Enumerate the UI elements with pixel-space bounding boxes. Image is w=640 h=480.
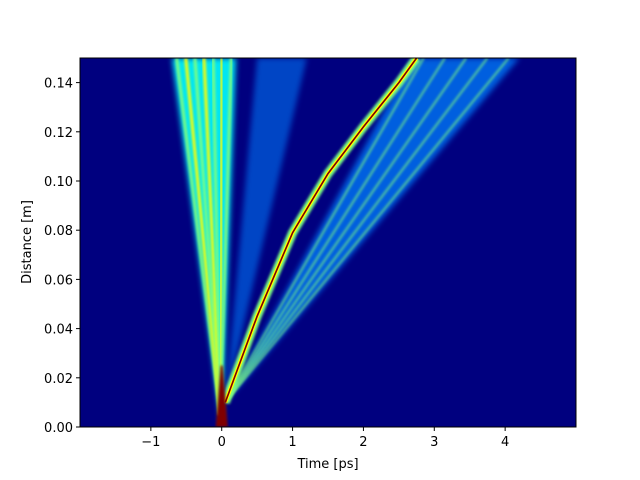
heatmap-layer bbox=[172, 58, 520, 427]
x-tick-label: 0 bbox=[218, 435, 226, 450]
x-axis-label: Time [ps] bbox=[296, 457, 358, 472]
y-tick-label: 0.02 bbox=[44, 372, 73, 387]
dispersive-wave-streak bbox=[224, 58, 489, 404]
broadening-fan-streak bbox=[193, 58, 222, 415]
dispersive-wave-streak bbox=[224, 58, 425, 403]
x-tick-label: 2 bbox=[359, 435, 367, 450]
y-tick-label: 0.12 bbox=[44, 126, 73, 141]
y-tick-label: 0.10 bbox=[44, 175, 73, 190]
dispersive-wave-streak bbox=[224, 58, 446, 403]
dispersive-wave-streak bbox=[224, 58, 467, 403]
y-axis-ticks: 0.00 0.02 0.04 0.06 0.08 0.10 0.12 0.14 bbox=[44, 77, 80, 436]
broadening-fan-streak bbox=[211, 58, 222, 415]
x-tick-label: 1 bbox=[288, 435, 296, 450]
broadening-fan-streak bbox=[184, 58, 222, 415]
broadening-fan-streak bbox=[202, 58, 222, 415]
y-tick-label: 0.08 bbox=[44, 224, 73, 239]
broadening-fan-streak bbox=[218, 58, 224, 415]
y-axis-label: Distance [m] bbox=[20, 200, 35, 284]
dispersive-wave-fan bbox=[225, 58, 520, 403]
broadening-fan-streak bbox=[175, 58, 222, 415]
y-tick-label: 0.00 bbox=[44, 421, 73, 436]
x-tick-label: −1 bbox=[141, 435, 160, 450]
plot-frame bbox=[79, 57, 577, 428]
soliton-trajectory bbox=[224, 58, 418, 403]
x-axis-ticks: −1 0 1 2 3 4 bbox=[141, 427, 509, 450]
y-tick-label: 0.14 bbox=[44, 77, 73, 92]
x-tick-label: 3 bbox=[430, 435, 438, 450]
x-tick-label: 4 bbox=[501, 435, 509, 450]
outer-weak-fan bbox=[225, 58, 307, 403]
y-tick-label: 0.04 bbox=[44, 323, 73, 338]
dispersive-wave-streak bbox=[224, 58, 510, 404]
broadening-fan-streak bbox=[218, 58, 233, 415]
input-pulse-origin bbox=[215, 365, 228, 427]
y-tick-label: 0.06 bbox=[44, 273, 73, 288]
